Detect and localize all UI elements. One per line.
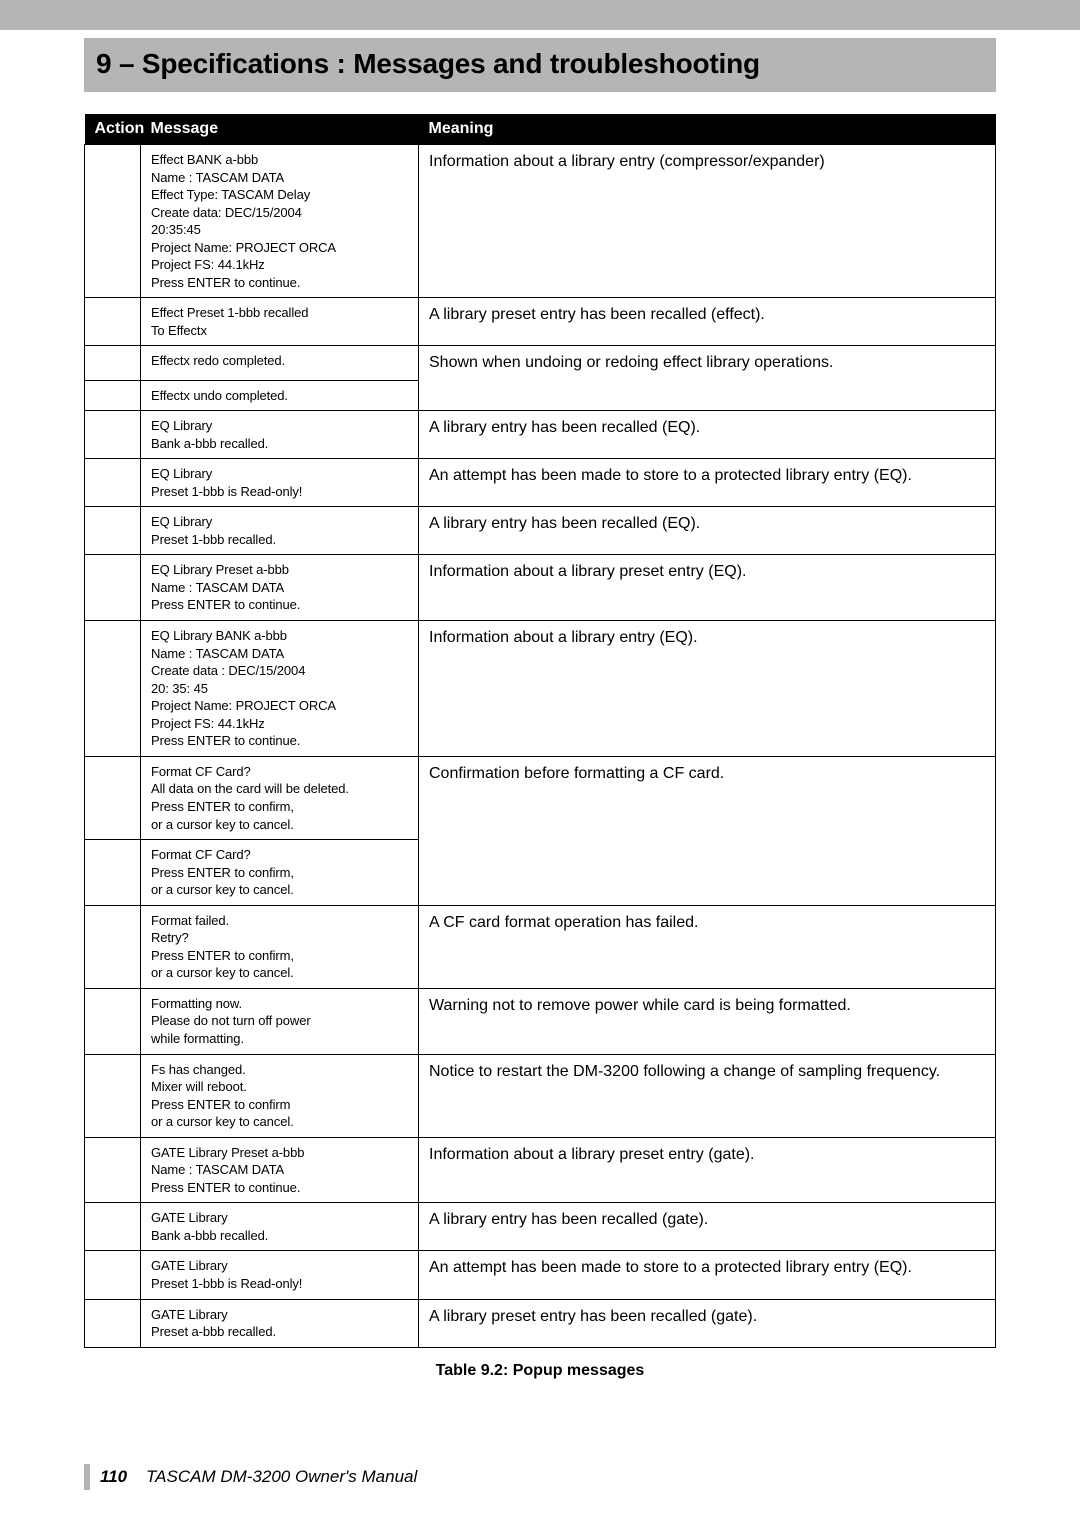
cell-meaning: Information about a library entry (compr…	[419, 145, 996, 298]
col-header-message: Message	[141, 114, 419, 145]
table-row: EQ Library Preset 1-bbb recalled.A libra…	[85, 507, 996, 555]
page-title: 9 – Specifications : Messages and troubl…	[96, 48, 984, 80]
cell-meaning: Shown when undoing or redoing effect lib…	[419, 346, 996, 380]
messages-table-wrap: Action Message Meaning Effect BANK a-bbb…	[84, 114, 996, 1380]
cell-message: EQ Library Preset 1-bbb is Read-only!	[141, 459, 419, 507]
table-caption: Table 9.2: Popup messages	[84, 1362, 996, 1380]
cell-meaning: A CF card format operation has failed.	[419, 905, 996, 988]
table-row: Effect BANK a-bbb Name : TASCAM DATA Eff…	[85, 145, 996, 298]
cell-meaning	[419, 380, 996, 411]
table-row: Format CF Card? All data on the card wil…	[85, 756, 996, 839]
table-row: Effectx redo completed.Shown when undoin…	[85, 346, 996, 380]
cell-message: GATE Library Preset a-bbb recalled.	[141, 1299, 419, 1347]
cell-action	[85, 840, 141, 906]
cell-meaning: An attempt has been made to store to a p…	[419, 1251, 996, 1299]
table-row: Effectx undo completed.	[85, 380, 996, 411]
cell-message: EQ Library BANK a-bbb Name : TASCAM DATA…	[141, 621, 419, 757]
cell-action	[85, 1054, 141, 1137]
col-header-meaning: Meaning	[419, 114, 996, 145]
cell-action	[85, 411, 141, 459]
cell-message: GATE Library Preset 1-bbb is Read-only!	[141, 1251, 419, 1299]
top-bar	[0, 0, 1080, 30]
footer-accent-bar	[84, 1464, 90, 1490]
cell-action	[85, 346, 141, 380]
cell-action	[85, 145, 141, 298]
cell-action	[85, 459, 141, 507]
cell-action	[85, 1203, 141, 1251]
cell-meaning: Information about a library preset entry…	[419, 555, 996, 621]
cell-message: Format failed. Retry? Press ENTER to con…	[141, 905, 419, 988]
cell-message: Format CF Card? Press ENTER to confirm, …	[141, 840, 419, 906]
table-row: Format CF Card? Press ENTER to confirm, …	[85, 840, 996, 906]
cell-action	[85, 1137, 141, 1203]
cell-meaning: An attempt has been made to store to a p…	[419, 459, 996, 507]
footer-manual-title: TASCAM DM-3200 Owner's Manual	[146, 1467, 417, 1486]
cell-message: Effect BANK a-bbb Name : TASCAM DATA Eff…	[141, 145, 419, 298]
cell-meaning: Information about a library entry (EQ).	[419, 621, 996, 757]
table-row: EQ Library Preset 1-bbb is Read-only!An …	[85, 459, 996, 507]
cell-meaning: Information about a library preset entry…	[419, 1137, 996, 1203]
page: { "header": { "title": "9 – Specificatio…	[0, 0, 1080, 1528]
footer-page-number: 110	[100, 1467, 127, 1486]
cell-action	[85, 905, 141, 988]
cell-message: Fs has changed. Mixer will reboot. Press…	[141, 1054, 419, 1137]
table-row: Effect Preset 1-bbb recalled To EffectxA…	[85, 298, 996, 346]
table-row: EQ Library BANK a-bbb Name : TASCAM DATA…	[85, 621, 996, 757]
table-row: GATE Library Bank a-bbb recalled.A libra…	[85, 1203, 996, 1251]
messages-table: Action Message Meaning Effect BANK a-bbb…	[84, 114, 996, 1348]
table-row: GATE Library Preset a-bbb recalled.A lib…	[85, 1299, 996, 1347]
footer-text: 110 TASCAM DM-3200 Owner's Manual	[100, 1467, 417, 1487]
cell-action	[85, 298, 141, 346]
cell-message: EQ Library Bank a-bbb recalled.	[141, 411, 419, 459]
cell-message: GATE Library Preset a-bbb Name : TASCAM …	[141, 1137, 419, 1203]
cell-meaning	[419, 840, 996, 906]
cell-meaning: Notice to restart the DM-3200 following …	[419, 1054, 996, 1137]
cell-action	[85, 507, 141, 555]
table-header-row: Action Message Meaning	[85, 114, 996, 145]
table-row: EQ Library Bank a-bbb recalled.A library…	[85, 411, 996, 459]
cell-message: EQ Library Preset 1-bbb recalled.	[141, 507, 419, 555]
cell-meaning: A library entry has been recalled (EQ).	[419, 507, 996, 555]
table-row: Formatting now. Please do not turn off p…	[85, 988, 996, 1054]
cell-action	[85, 988, 141, 1054]
cell-message: Format CF Card? All data on the card wil…	[141, 756, 419, 839]
cell-action	[85, 756, 141, 839]
cell-message: Effectx undo completed.	[141, 380, 419, 411]
cell-message: EQ Library Preset a-bbb Name : TASCAM DA…	[141, 555, 419, 621]
cell-message: Formatting now. Please do not turn off p…	[141, 988, 419, 1054]
cell-meaning: A library preset entry has been recalled…	[419, 1299, 996, 1347]
cell-action	[85, 555, 141, 621]
table-row: Fs has changed. Mixer will reboot. Press…	[85, 1054, 996, 1137]
cell-meaning: Confirmation before formatting a CF card…	[419, 756, 996, 839]
cell-message: Effect Preset 1-bbb recalled To Effectx	[141, 298, 419, 346]
table-body: Effect BANK a-bbb Name : TASCAM DATA Eff…	[85, 145, 996, 1348]
cell-action	[85, 621, 141, 757]
cell-action	[85, 380, 141, 411]
cell-meaning: Warning not to remove power while card i…	[419, 988, 996, 1054]
table-row: GATE Library Preset 1-bbb is Read-only!A…	[85, 1251, 996, 1299]
cell-meaning: A library entry has been recalled (EQ).	[419, 411, 996, 459]
cell-action	[85, 1251, 141, 1299]
cell-meaning: A library entry has been recalled (gate)…	[419, 1203, 996, 1251]
table-row: GATE Library Preset a-bbb Name : TASCAM …	[85, 1137, 996, 1203]
cell-action	[85, 1299, 141, 1347]
cell-message: Effectx redo completed.	[141, 346, 419, 380]
col-header-action: Action	[85, 114, 141, 145]
page-footer: 110 TASCAM DM-3200 Owner's Manual	[84, 1464, 417, 1490]
table-row: Format failed. Retry? Press ENTER to con…	[85, 905, 996, 988]
cell-message: GATE Library Bank a-bbb recalled.	[141, 1203, 419, 1251]
section-header: 9 – Specifications : Messages and troubl…	[84, 38, 996, 92]
table-row: EQ Library Preset a-bbb Name : TASCAM DA…	[85, 555, 996, 621]
cell-meaning: A library preset entry has been recalled…	[419, 298, 996, 346]
